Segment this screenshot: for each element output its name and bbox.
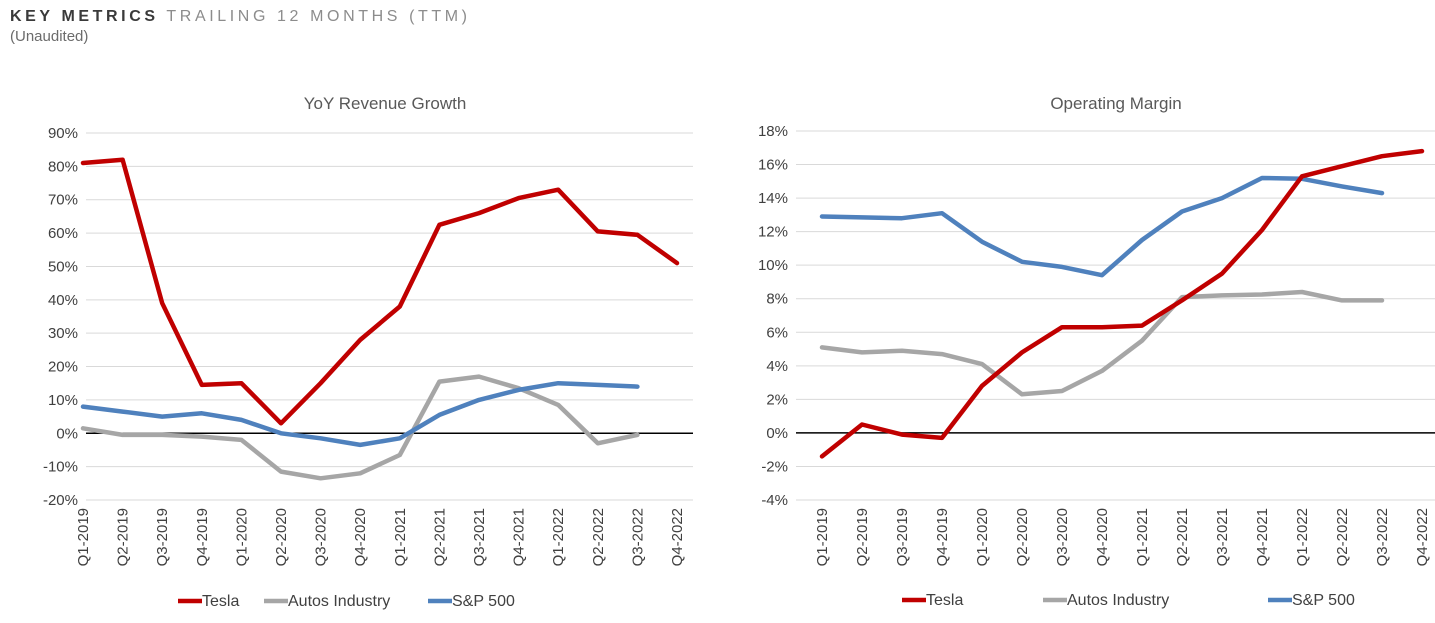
x-tick-label: Q4-2019	[194, 508, 211, 566]
x-tick-label: Q2-2022	[1334, 508, 1351, 566]
y-tick-label: 2%	[766, 391, 788, 408]
y-tick-label: 18%	[758, 123, 788, 140]
y-tick-label: 50%	[48, 258, 78, 275]
x-tick-label: Q4-2020	[1094, 508, 1111, 566]
x-tick-label: Q1-2021	[392, 508, 409, 566]
y-tick-label: -20%	[43, 492, 78, 509]
x-tick-label: Q4-2021	[1254, 508, 1271, 566]
x-tick-label: Q2-2021	[431, 508, 448, 566]
x-tick-label: Q1-2019	[814, 508, 831, 566]
x-tick-label: Q3-2021	[471, 508, 488, 566]
x-tick-label: Q3-2019	[894, 508, 911, 566]
y-tick-label: -4%	[761, 492, 788, 509]
report-title-bold: KEY METRICS	[10, 8, 159, 25]
x-tick-label: Q3-2020	[1054, 508, 1071, 566]
legend-label-tesla: Tesla	[202, 593, 239, 610]
series-line-tesla	[80, 157, 680, 426]
x-tick-label: Q4-2020	[352, 508, 369, 566]
series-line-tesla	[819, 148, 1425, 459]
x-tick-label: Q2-2021	[1174, 508, 1191, 566]
legend-label-s-p-500: S&P 500	[1292, 592, 1355, 609]
y-tick-label: 0%	[56, 425, 78, 442]
x-tick-label: Q4-2022	[669, 508, 686, 566]
y-tick-label: 14%	[758, 190, 788, 207]
x-tick-label: Q3-2019	[154, 508, 171, 566]
x-tick-label: Q4-2021	[511, 508, 528, 566]
x-tick-label: Q2-2020	[273, 508, 290, 566]
x-tick-label: Q1-2020	[233, 508, 250, 566]
chart-1: YoY Revenue Growth -20% -10% 0% 10% 20% 30% 40%…	[43, 94, 693, 610]
series-line-s-p-500	[819, 175, 1385, 278]
y-tick-label: 80%	[48, 158, 78, 175]
y-tick-label: 4%	[766, 358, 788, 375]
chart-title: YoY Revenue Growth	[304, 94, 467, 113]
x-tick-label: Q1-2021	[1134, 508, 1151, 566]
y-tick-label: 10%	[48, 392, 78, 409]
x-tick-label: Q4-2019	[934, 508, 951, 566]
y-tick-label: -10%	[43, 459, 78, 476]
chart-title: Operating Margin	[1050, 94, 1181, 113]
x-tick-label: Q1-2020	[974, 508, 991, 566]
x-tick-label: Q2-2020	[1014, 508, 1031, 566]
x-tick-label: Q3-2021	[1214, 508, 1231, 566]
x-tick-label: Q1-2022	[1294, 508, 1311, 566]
y-tick-label: 90%	[48, 125, 78, 142]
y-tick-label: 16%	[758, 157, 788, 174]
x-tick-label: Q2-2019	[115, 508, 132, 566]
x-tick-label: Q3-2022	[1374, 508, 1391, 566]
series-line-s-p-500	[80, 380, 640, 448]
chart-2: Operating Margin -4% -2% 0% 2% 4% 6% 8% 10% 12% 14…	[758, 94, 1435, 609]
x-tick-label: Q1-2019	[75, 508, 92, 566]
y-tick-label: 30%	[48, 325, 78, 342]
x-tick-label: Q2-2019	[854, 508, 871, 566]
x-tick-label: Q3-2020	[313, 508, 330, 566]
legend-label-s-p-500: S&P 500	[452, 593, 515, 610]
y-tick-label: 40%	[48, 292, 78, 309]
series-line-autos-industry	[819, 289, 1385, 397]
legend-label-autos-industry: Autos Industry	[1067, 592, 1169, 609]
report-subtitle: (Unaudited)	[10, 28, 89, 45]
y-tick-label: 12%	[758, 224, 788, 241]
y-tick-label: 6%	[766, 324, 788, 341]
legend-label-autos-industry: Autos Industry	[288, 593, 390, 610]
y-tick-label: -2%	[761, 458, 788, 475]
y-tick-label: 10%	[758, 257, 788, 274]
x-tick-label: Q4-2022	[1414, 508, 1431, 566]
x-tick-label: Q2-2022	[590, 508, 607, 566]
y-tick-label: 60%	[48, 225, 78, 242]
series-line-autos-industry	[80, 374, 640, 481]
report-title: KEY METRICS TRAILING 12 MONTHS (TTM)	[10, 6, 471, 28]
report-title-light: TRAILING 12 MONTHS (TTM)	[166, 8, 471, 25]
y-tick-label: 8%	[766, 291, 788, 308]
x-tick-label: Q3-2022	[629, 508, 646, 566]
y-tick-label: 20%	[48, 359, 78, 376]
y-tick-label: 70%	[48, 192, 78, 209]
report-header: KEY METRICS TRAILING 12 MONTHS (TTM) (Un…	[10, 6, 471, 46]
x-tick-label: Q1-2022	[550, 508, 567, 566]
legend-label-tesla: Tesla	[926, 592, 963, 609]
y-tick-label: 0%	[766, 425, 788, 442]
